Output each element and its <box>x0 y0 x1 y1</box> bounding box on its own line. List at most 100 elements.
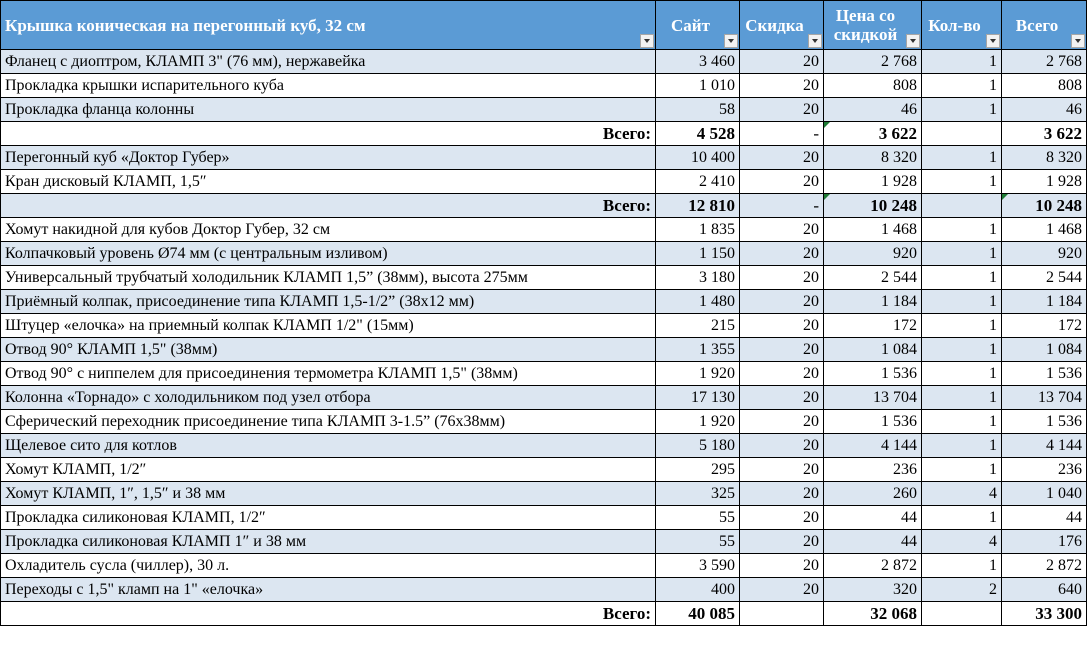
discount-cell[interactable]: 20 <box>739 337 824 362</box>
quantity-cell[interactable]: 1 <box>921 409 1002 434</box>
item-name-cell[interactable]: Хомут КЛАМП, 1/2″ <box>0 457 656 482</box>
line-total-cell[interactable]: 4 144 <box>1001 433 1087 458</box>
quantity-cell[interactable]: 1 <box>921 457 1002 482</box>
site-price-cell[interactable]: 5 180 <box>655 433 740 458</box>
quantity-cell[interactable]: 1 <box>921 217 1002 242</box>
discounted-price-cell[interactable]: 260 <box>823 481 922 506</box>
quantity-cell[interactable]: 1 <box>921 289 1002 314</box>
site-price-cell[interactable]: 3 590 <box>655 553 740 578</box>
quantity-cell[interactable]: 1 <box>921 241 1002 266</box>
subtotal-site-cell[interactable]: 12 810 <box>655 193 740 218</box>
line-total-cell[interactable]: 2 544 <box>1001 265 1087 290</box>
line-total-cell[interactable]: 236 <box>1001 457 1087 482</box>
site-price-cell[interactable]: 1 920 <box>655 409 740 434</box>
site-price-cell[interactable]: 58 <box>655 97 740 122</box>
discount-cell[interactable]: 20 <box>739 529 824 554</box>
line-total-cell[interactable]: 1 184 <box>1001 289 1087 314</box>
quantity-cell[interactable]: 1 <box>921 313 1002 338</box>
site-price-cell[interactable]: 55 <box>655 505 740 530</box>
discounted-price-cell[interactable]: 2 768 <box>823 49 922 74</box>
discounted-price-cell[interactable]: 1 536 <box>823 409 922 434</box>
line-total-cell[interactable]: 13 704 <box>1001 385 1087 410</box>
discounted-price-cell[interactable]: 808 <box>823 73 922 98</box>
subtotal-qty-cell[interactable] <box>921 193 1002 218</box>
item-name-cell[interactable]: Колпачковый уровень Ø74 мм (с центральны… <box>0 241 656 266</box>
line-total-cell[interactable]: 808 <box>1001 73 1087 98</box>
line-total-cell[interactable]: 1 536 <box>1001 361 1087 386</box>
item-name-cell[interactable]: Универсальный трубчатый холодильник КЛАМ… <box>0 265 656 290</box>
quantity-cell[interactable]: 1 <box>921 73 1002 98</box>
discount-cell[interactable]: 20 <box>739 457 824 482</box>
filter-dropdown-icon[interactable] <box>906 34 920 48</box>
discounted-price-cell[interactable]: 1 468 <box>823 217 922 242</box>
grand-total-label[interactable]: Всего: <box>0 601 656 626</box>
quantity-cell[interactable]: 1 <box>921 49 1002 74</box>
discount-cell[interactable]: 20 <box>739 361 824 386</box>
filter-dropdown-icon[interactable] <box>808 34 822 48</box>
item-name-cell[interactable]: Перегонный куб «Доктор Губер» <box>0 145 656 170</box>
discount-cell[interactable]: 20 <box>739 145 824 170</box>
subtotal-label[interactable]: Всего: <box>0 193 656 218</box>
discounted-price-cell[interactable]: 172 <box>823 313 922 338</box>
line-total-cell[interactable]: 1 928 <box>1001 169 1087 194</box>
discounted-price-cell[interactable]: 1 536 <box>823 361 922 386</box>
subtotal-discount-cell[interactable]: - <box>739 121 824 146</box>
discount-cell[interactable]: 20 <box>739 217 824 242</box>
site-price-cell[interactable]: 3 460 <box>655 49 740 74</box>
grand-total-qty-cell[interactable] <box>921 601 1002 626</box>
quantity-cell[interactable]: 1 <box>921 265 1002 290</box>
item-name-cell[interactable]: Отвод 90° с ниппелем для присоединения т… <box>0 361 656 386</box>
discounted-price-cell[interactable]: 2 544 <box>823 265 922 290</box>
item-name-cell[interactable]: Колонна «Торнадо» с холодильником под уз… <box>0 385 656 410</box>
discounted-price-cell[interactable]: 13 704 <box>823 385 922 410</box>
item-name-cell[interactable]: Фланец с диоптром, КЛАМП 3" (76 мм), нер… <box>0 49 656 74</box>
site-price-cell[interactable]: 1 150 <box>655 241 740 266</box>
quantity-cell[interactable]: 1 <box>921 385 1002 410</box>
item-name-cell[interactable]: Хомут накидной для кубов Доктор Губер, 3… <box>0 217 656 242</box>
discount-cell[interactable]: 20 <box>739 265 824 290</box>
discounted-price-cell[interactable]: 8 320 <box>823 145 922 170</box>
quantity-cell[interactable]: 1 <box>921 145 1002 170</box>
subtotal-qty-cell[interactable] <box>921 121 1002 146</box>
line-total-cell[interactable]: 1 084 <box>1001 337 1087 362</box>
discounted-price-cell[interactable]: 320 <box>823 577 922 602</box>
item-name-cell[interactable]: Прокладка силиконовая КЛАМП 1″ и 38 мм <box>0 529 656 554</box>
item-name-cell[interactable]: Прокладка фланца колонны <box>0 97 656 122</box>
filter-dropdown-icon[interactable] <box>640 34 654 48</box>
grand-total-site-cell[interactable]: 40 085 <box>655 601 740 626</box>
quantity-cell[interactable]: 1 <box>921 553 1002 578</box>
subtotal-discount-cell[interactable]: - <box>739 193 824 218</box>
discounted-price-cell[interactable]: 1 084 <box>823 337 922 362</box>
quantity-cell[interactable]: 1 <box>921 169 1002 194</box>
line-total-cell[interactable]: 176 <box>1001 529 1087 554</box>
subtotal-total-cell[interactable]: 3 622 <box>1001 121 1087 146</box>
line-total-cell[interactable]: 640 <box>1001 577 1087 602</box>
site-price-cell[interactable]: 2 410 <box>655 169 740 194</box>
line-total-cell[interactable]: 46 <box>1001 97 1087 122</box>
discount-cell[interactable]: 20 <box>739 313 824 338</box>
line-total-cell[interactable]: 44 <box>1001 505 1087 530</box>
filter-dropdown-icon[interactable] <box>986 34 1000 48</box>
line-total-cell[interactable]: 920 <box>1001 241 1087 266</box>
item-name-cell[interactable]: Отвод 90° КЛАМП 1,5" (38мм) <box>0 337 656 362</box>
line-total-cell[interactable]: 1 468 <box>1001 217 1087 242</box>
discount-cell[interactable]: 20 <box>739 433 824 458</box>
discounted-price-cell[interactable]: 4 144 <box>823 433 922 458</box>
grand-total-price-cell[interactable]: 32 068 <box>823 601 922 626</box>
quantity-cell[interactable]: 1 <box>921 505 1002 530</box>
site-price-cell[interactable]: 1 835 <box>655 217 740 242</box>
discounted-price-cell[interactable]: 44 <box>823 505 922 530</box>
item-name-cell[interactable]: Приёмный колпак, присоединение типа КЛАМ… <box>0 289 656 314</box>
item-name-cell[interactable]: Сферический переходник присоединение тип… <box>0 409 656 434</box>
item-name-cell[interactable]: Переходы с 1,5" кламп на 1" «елочка» <box>0 577 656 602</box>
discounted-price-cell[interactable]: 1 184 <box>823 289 922 314</box>
line-total-cell[interactable]: 172 <box>1001 313 1087 338</box>
filter-dropdown-icon[interactable] <box>724 34 738 48</box>
discount-cell[interactable]: 20 <box>739 481 824 506</box>
discount-cell[interactable]: 20 <box>739 409 824 434</box>
item-name-cell[interactable]: Щелевое сито для котлов <box>0 433 656 458</box>
item-name-cell[interactable]: Кран дисковый КЛАМП, 1,5″ <box>0 169 656 194</box>
line-total-cell[interactable]: 2 768 <box>1001 49 1087 74</box>
site-price-cell[interactable]: 400 <box>655 577 740 602</box>
discounted-price-cell[interactable]: 920 <box>823 241 922 266</box>
